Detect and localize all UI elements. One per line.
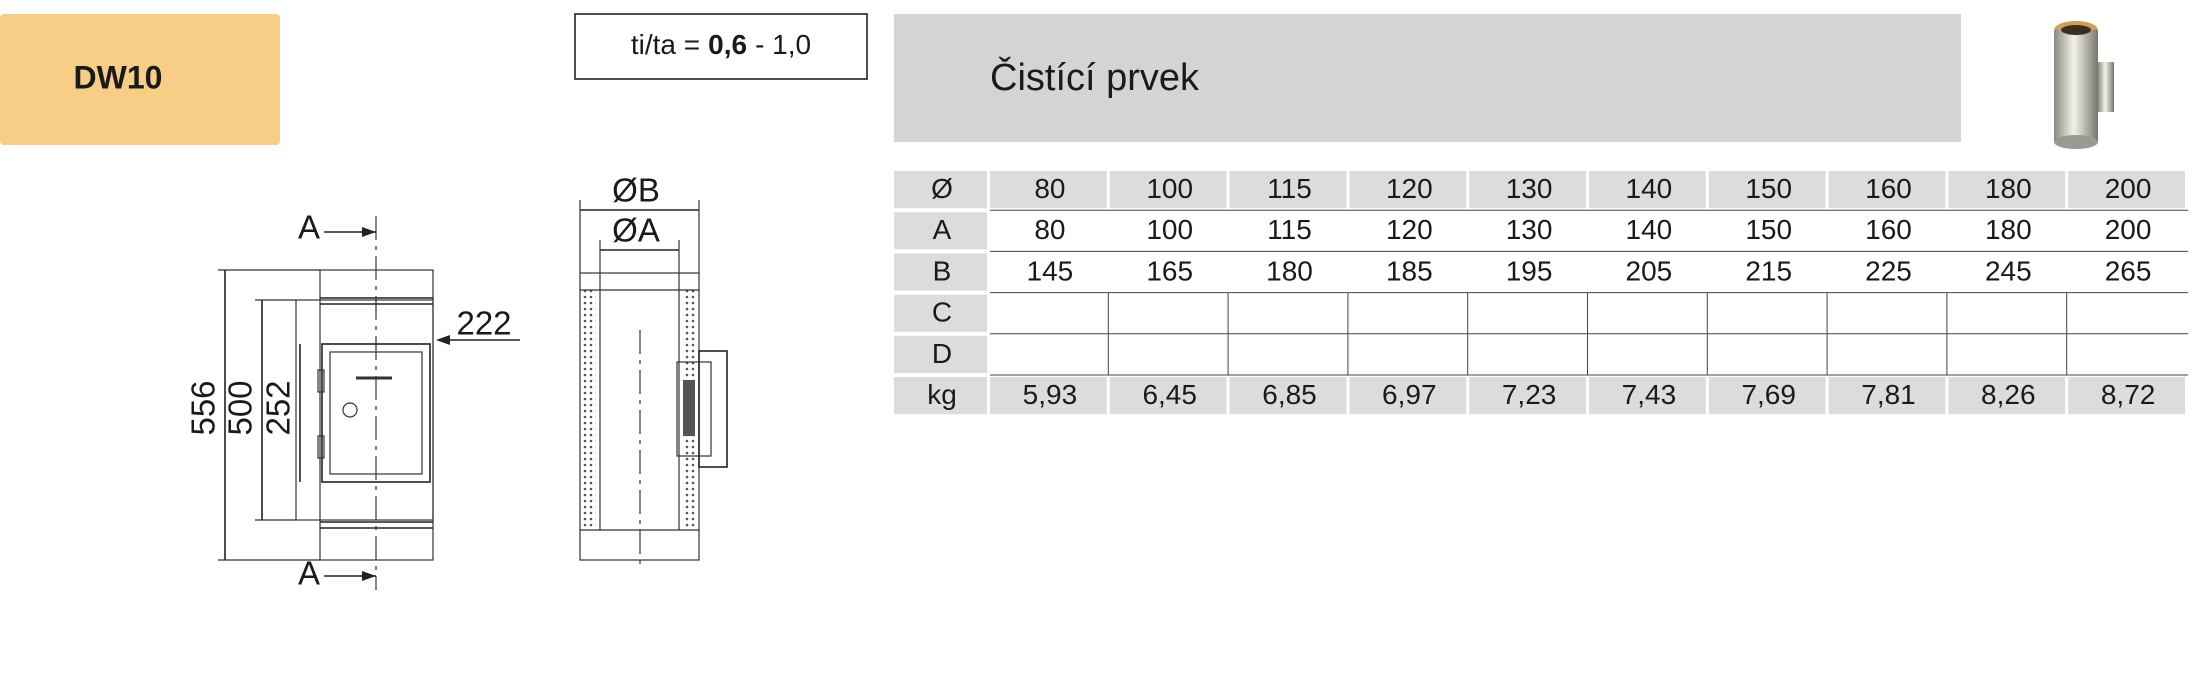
cell: 245 xyxy=(1985,255,2032,286)
cell: 205 xyxy=(1626,255,1673,286)
cell-bg xyxy=(1828,377,1946,415)
row-label: D xyxy=(932,338,952,369)
cell-bg xyxy=(2068,377,2185,415)
cell: 150 xyxy=(1745,173,1792,204)
cell-bg xyxy=(1109,171,1227,209)
cell: 225 xyxy=(1865,255,1912,286)
dimension-label: 500 xyxy=(222,380,259,435)
cell-bg xyxy=(1229,171,1347,209)
cell: 6,97 xyxy=(1382,379,1437,410)
row-label: kg xyxy=(927,379,957,410)
cell: 7,69 xyxy=(1741,379,1796,410)
cell: 180 xyxy=(1985,173,2032,204)
cell: 7,23 xyxy=(1502,379,1557,410)
cell-bg xyxy=(894,171,987,209)
section-label: A xyxy=(298,555,320,592)
cell: 215 xyxy=(1745,255,1792,286)
label-bg xyxy=(894,335,987,373)
dimension-label: 222 xyxy=(456,305,511,342)
dimension-label: ØB xyxy=(612,172,660,209)
cell-bg xyxy=(1708,377,1826,415)
dimension-label: 556 xyxy=(185,380,222,435)
ratio-box xyxy=(574,13,868,80)
cell: 195 xyxy=(1506,255,1553,286)
cell: 80 xyxy=(1034,214,1065,245)
cell: 6,45 xyxy=(1142,379,1197,410)
dimension-label: 252 xyxy=(260,380,297,435)
cell-bg xyxy=(1469,171,1586,209)
cell: 130 xyxy=(1506,214,1553,245)
cell: 5,93 xyxy=(1023,379,1078,410)
title: Čistící prvek xyxy=(990,55,1200,99)
cell: 100 xyxy=(1146,173,1193,204)
cell-bg xyxy=(2068,171,2185,209)
row-label: B xyxy=(933,255,952,286)
ratio: ti/ta = 0,6 - 1,0 xyxy=(631,29,811,60)
cell: 8,26 xyxy=(1981,379,2036,410)
cell-bg xyxy=(1828,171,1946,209)
cell: 120 xyxy=(1386,214,1433,245)
cell: 200 xyxy=(2105,214,2152,245)
cell-bg xyxy=(1229,377,1347,415)
ratio-suffix: - 1,0 xyxy=(755,29,811,60)
row-label: A xyxy=(933,214,952,245)
cell: 80 xyxy=(1034,173,1065,204)
dimension-label: ØA xyxy=(612,212,660,249)
front-view xyxy=(218,216,520,590)
cell: 160 xyxy=(1865,173,1912,204)
cell: 8,72 xyxy=(2101,379,2156,410)
cell: 145 xyxy=(1027,255,1074,286)
cell: 140 xyxy=(1626,214,1673,245)
cell: 185 xyxy=(1386,255,1433,286)
cell-bg xyxy=(894,377,987,415)
cell-bg xyxy=(990,377,1107,415)
cell: 180 xyxy=(1266,255,1313,286)
cell: 6,85 xyxy=(1262,379,1317,410)
label-bg xyxy=(894,294,987,332)
cell: 150 xyxy=(1745,214,1792,245)
cell: 100 xyxy=(1146,214,1193,245)
cell: 130 xyxy=(1506,173,1553,204)
table: Ø 80 100 115 120 130 140 150 160 180 200 A 80 100 115 1… xyxy=(894,171,2188,415)
cell-bg xyxy=(1708,171,1826,209)
cell: 200 xyxy=(2105,173,2152,204)
label-bg xyxy=(894,212,987,250)
cell-bg xyxy=(990,171,1107,209)
cell: 265 xyxy=(2105,255,2152,286)
title-bar xyxy=(894,14,1961,142)
section-label: A xyxy=(298,209,320,246)
cell-bg xyxy=(1589,171,1706,209)
cell-bg xyxy=(1109,377,1227,415)
cell: 165 xyxy=(1146,255,1193,286)
cell-bg xyxy=(1948,377,2066,415)
label-bg xyxy=(894,253,987,291)
cell-bg xyxy=(1589,377,1706,415)
ratio-prefix: ti/ta = xyxy=(631,29,700,60)
cell: 160 xyxy=(1865,214,1912,245)
cell: 140 xyxy=(1626,173,1673,204)
row-label: Ø xyxy=(931,173,953,204)
product-image xyxy=(2054,21,2114,149)
cell: 180 xyxy=(1985,214,2032,245)
cell: 115 xyxy=(1267,214,1312,245)
cell: 120 xyxy=(1386,173,1433,204)
badge-box xyxy=(0,14,280,145)
badge: DW10 xyxy=(74,59,163,95)
cell-bg xyxy=(1948,171,2066,209)
row-label: C xyxy=(932,297,952,328)
cell-bg xyxy=(1349,171,1467,209)
cell: 7,81 xyxy=(1861,379,1916,410)
cell-bg xyxy=(1349,377,1467,415)
ratio-bold: 0,6 xyxy=(708,29,747,60)
side-view xyxy=(579,200,728,570)
cell: 7,43 xyxy=(1622,379,1677,410)
cell-bg xyxy=(1469,377,1586,415)
cell: 115 xyxy=(1267,173,1312,204)
